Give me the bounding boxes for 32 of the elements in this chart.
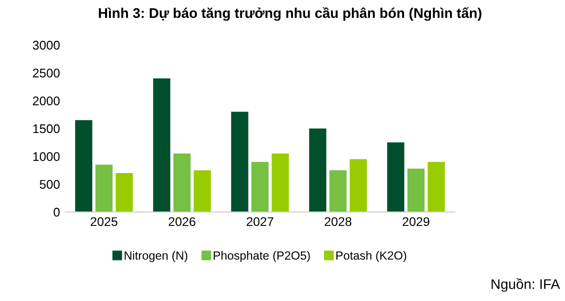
bar — [272, 154, 289, 212]
y-tick-label: 3000 — [32, 40, 60, 50]
x-tick-label: 2028 — [324, 217, 352, 226]
y-tick-label: 1500 — [33, 124, 60, 134]
bar — [350, 159, 367, 212]
bar — [251, 162, 269, 212]
legend-label: Nitrogen (N) — [124, 251, 188, 262]
bar — [116, 173, 133, 212]
bar — [95, 164, 113, 212]
bar — [153, 78, 170, 212]
y-tick-label: 500 — [40, 180, 60, 189]
bar — [309, 128, 326, 212]
y-tick-label: 2500 — [32, 68, 60, 78]
bar — [173, 154, 191, 212]
legend-label: Potash (K2O) — [336, 251, 406, 262]
x-tick-label: 2025 — [90, 217, 118, 226]
legend-label: Phosphate (P2O5) — [214, 251, 310, 262]
chart-title: Hình 3: Dự báo tăng trưởng nhu cầu phân bón (Nghìn tấn) — [98, 7, 482, 21]
x-tick-label: 2027 — [246, 217, 274, 226]
bar — [75, 120, 92, 212]
text: Nguồn: IFA — [492, 278, 560, 292]
bar — [407, 168, 425, 212]
bar — [231, 112, 248, 212]
y-tick-label: 2000 — [32, 96, 60, 106]
bar — [194, 170, 211, 212]
y-tick-label: 1000 — [33, 152, 60, 161]
x-tick-label: 2029 — [402, 217, 430, 226]
bar — [387, 142, 404, 212]
x-tick-label: 2026 — [168, 217, 196, 226]
bar — [428, 162, 445, 212]
y-tick-label: 0 — [54, 208, 60, 217]
bar — [329, 170, 347, 212]
